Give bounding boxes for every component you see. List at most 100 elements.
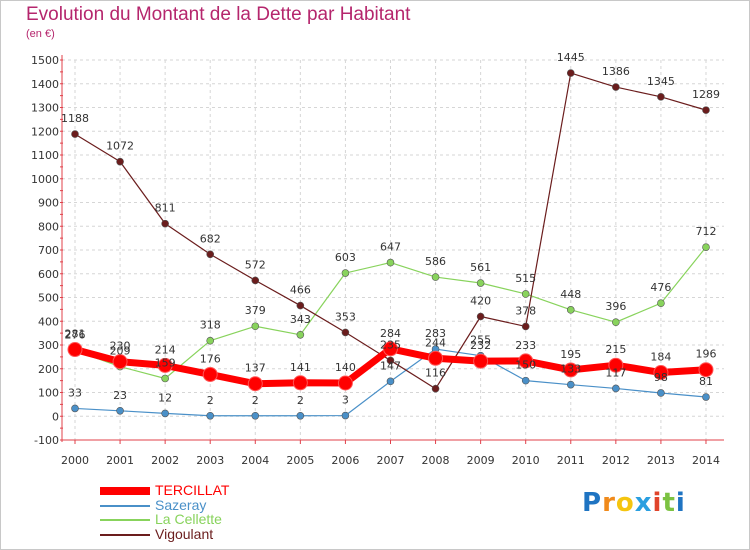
data-label: 12: [158, 391, 172, 404]
y-tick-label: 1400: [31, 78, 59, 91]
data-point: [247, 376, 263, 392]
data-point: [476, 312, 485, 321]
y-tick-label: 200: [38, 363, 59, 376]
data-label: 515: [515, 272, 536, 285]
data-label: 3: [342, 394, 349, 407]
data-point: [71, 130, 79, 138]
data-label: 98: [654, 371, 668, 384]
data-label: 379: [245, 304, 266, 317]
data-point: [566, 306, 575, 314]
data-label: 343: [290, 313, 311, 326]
data-point: [476, 279, 485, 287]
data-label: 603: [335, 251, 356, 264]
y-tick-label: 900: [38, 197, 59, 210]
legend-swatch: [100, 504, 150, 507]
data-point: [296, 330, 305, 339]
y-tick-label: 1300: [31, 102, 59, 115]
data-point: [161, 409, 169, 418]
data-label: 283: [425, 327, 446, 340]
data-label: 244: [425, 336, 446, 349]
data-label: 466: [290, 284, 311, 297]
data-label: 81: [699, 375, 713, 388]
x-tick-label: 2010: [512, 454, 540, 467]
data-label: 682: [200, 232, 221, 245]
data-label: 150: [515, 359, 536, 372]
data-point: [698, 362, 714, 378]
data-label: 448: [560, 288, 581, 301]
y-tick-label: 400: [38, 315, 59, 328]
x-tick-label: 2011: [557, 454, 585, 467]
data-point: [206, 250, 215, 259]
data-point: [386, 356, 395, 365]
logo-letter: t: [662, 488, 676, 518]
data-point: [157, 357, 173, 373]
data-label: 235: [380, 338, 401, 351]
data-label: 318: [200, 319, 221, 332]
data-point: [521, 322, 530, 331]
data-label: 276: [65, 329, 86, 342]
data-label: 230: [110, 340, 131, 353]
logo-letter: o: [615, 488, 635, 518]
y-tick-label: 1200: [31, 125, 59, 138]
data-point: [386, 258, 395, 267]
data-label: 33: [68, 386, 82, 399]
y-tick-label: -100: [34, 434, 59, 447]
x-tick-label: 2000: [61, 454, 89, 467]
x-tick-label: 2013: [647, 454, 675, 467]
x-tick-label: 2012: [602, 454, 630, 467]
data-label: 184: [650, 351, 671, 364]
logo-letter: i: [675, 488, 686, 518]
data-label: 176: [200, 352, 221, 365]
x-tick-label: 2001: [106, 454, 134, 467]
data-point: [292, 375, 308, 391]
x-tick-label: 2003: [196, 454, 224, 467]
data-point: [563, 362, 579, 378]
legend-label: Sazeray: [155, 496, 207, 513]
x-tick-label: 2006: [331, 454, 359, 467]
y-tick-label: 1500: [31, 54, 59, 67]
data-point: [161, 374, 169, 383]
data-point: [657, 93, 665, 101]
data-point: [382, 341, 398, 357]
data-point: [251, 411, 260, 420]
data-point: [386, 377, 395, 386]
x-tick-label: 2002: [151, 454, 179, 467]
x-tick-label: 2005: [286, 454, 314, 467]
data-point: [521, 290, 530, 298]
data-label: 281: [65, 328, 86, 341]
data-point: [612, 83, 620, 91]
y-tick-label: 500: [38, 292, 59, 305]
data-point: [612, 318, 620, 327]
data-label: 647: [380, 241, 401, 254]
data-label: 2: [207, 394, 214, 407]
data-point: [251, 322, 260, 331]
data-point: [337, 375, 353, 391]
chart-title: Evolution du Montant de la Dette par Hab…: [26, 4, 411, 25]
y-tick-label: 700: [38, 244, 59, 257]
data-label: 561: [470, 261, 491, 274]
data-label: 232: [470, 339, 491, 352]
data-label: 284: [380, 327, 401, 340]
data-label: 117: [605, 366, 626, 379]
data-point: [702, 243, 710, 251]
y-tick-label: 1000: [31, 173, 59, 186]
data-label: 116: [425, 367, 446, 380]
data-label: 23: [113, 389, 127, 402]
logo-letter: r: [602, 488, 616, 518]
data-point: [702, 393, 710, 401]
data-label: 214: [155, 343, 176, 356]
data-label: 712: [695, 225, 716, 238]
chart-subtitle: (en €): [26, 28, 55, 40]
data-point: [653, 365, 669, 381]
data-point: [608, 357, 624, 373]
legend-label: TERCILLAT: [155, 482, 230, 498]
data-point: [657, 389, 665, 397]
data-label: 196: [695, 348, 716, 361]
data-label: 233: [515, 339, 536, 352]
data-label: 209: [110, 345, 131, 358]
y-tick-label: 0: [52, 410, 59, 423]
data-label: 140: [335, 361, 356, 374]
logo-letter: P: [582, 488, 603, 518]
legend-label: Vigoulant: [155, 525, 214, 542]
